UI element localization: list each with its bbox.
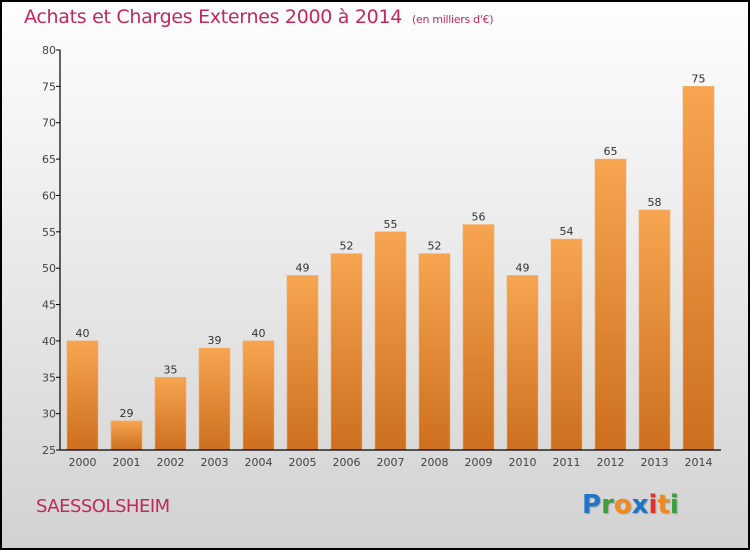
- logo-letter: r: [601, 490, 614, 520]
- data-label-2006: 52: [340, 240, 354, 253]
- data-label-2014: 75: [692, 72, 706, 85]
- bar-2001[interactable]: [110, 420, 143, 451]
- bar-2012[interactable]: [594, 158, 627, 451]
- data-label-2003: 39: [208, 334, 222, 347]
- logo-letter: t: [657, 490, 670, 520]
- bar-2004[interactable]: [242, 340, 275, 451]
- x-tick-label-2012: 2012: [597, 456, 625, 469]
- bar-2009[interactable]: [462, 224, 495, 451]
- bar-2013[interactable]: [638, 209, 671, 451]
- data-label-2013: 58: [648, 196, 662, 209]
- data-label-2007: 55: [384, 218, 398, 231]
- chart-title: Achats et Charges Externes 2000 à 2014 (e…: [24, 6, 494, 28]
- data-label-2010: 49: [516, 261, 530, 274]
- logo-letter: i: [648, 490, 658, 520]
- x-tick-label-2002: 2002: [157, 456, 185, 469]
- y-tick-label-80: 80: [42, 44, 56, 57]
- x-tick-label-2001: 2001: [113, 456, 141, 469]
- bar-2000[interactable]: [66, 340, 99, 451]
- y-tick-label-50: 50: [42, 262, 56, 275]
- commune-name: SAESSOLSHEIM: [36, 496, 170, 517]
- x-tick-label-2008: 2008: [421, 456, 449, 469]
- y-tick-label-65: 65: [42, 153, 56, 166]
- data-label-2005: 49: [296, 261, 310, 274]
- bar-2002[interactable]: [154, 376, 187, 451]
- bar-2006[interactable]: [330, 253, 363, 451]
- bar-2010[interactable]: [506, 275, 539, 451]
- bar-2014[interactable]: [682, 86, 715, 451]
- data-label-2012: 65: [604, 145, 618, 158]
- bar-2008[interactable]: [418, 253, 451, 451]
- proxiti-logo[interactable]: Proxiti: [582, 490, 679, 520]
- y-tick-label-75: 75: [42, 80, 56, 93]
- x-tick-label-2013: 2013: [641, 456, 669, 469]
- y-tick-label-60: 60: [42, 189, 56, 202]
- bar-2005[interactable]: [286, 275, 319, 451]
- bar-2007[interactable]: [374, 231, 407, 451]
- x-tick-label-2003: 2003: [201, 456, 229, 469]
- data-label-2008: 52: [428, 240, 442, 253]
- logo-letter: o: [613, 490, 632, 520]
- y-tick-label-40: 40: [42, 335, 56, 348]
- logo-letter: x: [631, 490, 649, 520]
- y-tick-label-70: 70: [42, 117, 56, 130]
- x-tick-label-2010: 2010: [509, 456, 537, 469]
- logo-letter: P: [582, 490, 602, 520]
- y-axis: 25 30 35 40 45 50 55 60 65 70 75 80: [42, 44, 61, 457]
- bar-2011[interactable]: [550, 238, 583, 451]
- y-tick-label-45: 45: [42, 299, 56, 312]
- x-tick-label-2011: 2011: [553, 456, 581, 469]
- data-label-2001: 29: [120, 407, 134, 420]
- data-label-2011: 54: [560, 225, 574, 238]
- y-tick-label-35: 35: [42, 371, 56, 384]
- x-tick-label-2009: 2009: [465, 456, 493, 469]
- data-label-2004: 40: [252, 327, 266, 340]
- x-tick-label-2014: 2014: [685, 456, 713, 469]
- y-tick-label-25: 25: [42, 444, 56, 457]
- logo-letter: i: [669, 490, 679, 520]
- x-tick-label-2007: 2007: [377, 456, 405, 469]
- y-tick-label-30: 30: [42, 408, 56, 421]
- title-text: Achats et Charges Externes 2000 à 2014: [24, 6, 403, 28]
- x-tick-label-2000: 2000: [69, 456, 97, 469]
- bar-2003[interactable]: [198, 347, 231, 451]
- x-tick-label-2005: 2005: [289, 456, 317, 469]
- x-tick-label-2004: 2004: [245, 456, 273, 469]
- bars-group: 40 29 35 39 40 49 52 55 52 56 49 54 65 58 75: [66, 72, 715, 451]
- data-label-2000: 40: [76, 327, 90, 340]
- x-axis: 2000 2001 2002 2003 2004 2005 2006 2007 2008 2009…: [60, 449, 721, 469]
- x-tick-label-2006: 2006: [333, 456, 361, 469]
- data-label-2009: 56: [472, 211, 486, 224]
- title-unit: (en milliers d'€): [412, 13, 494, 26]
- y-tick-label-55: 55: [42, 226, 56, 239]
- data-label-2002: 35: [164, 363, 178, 376]
